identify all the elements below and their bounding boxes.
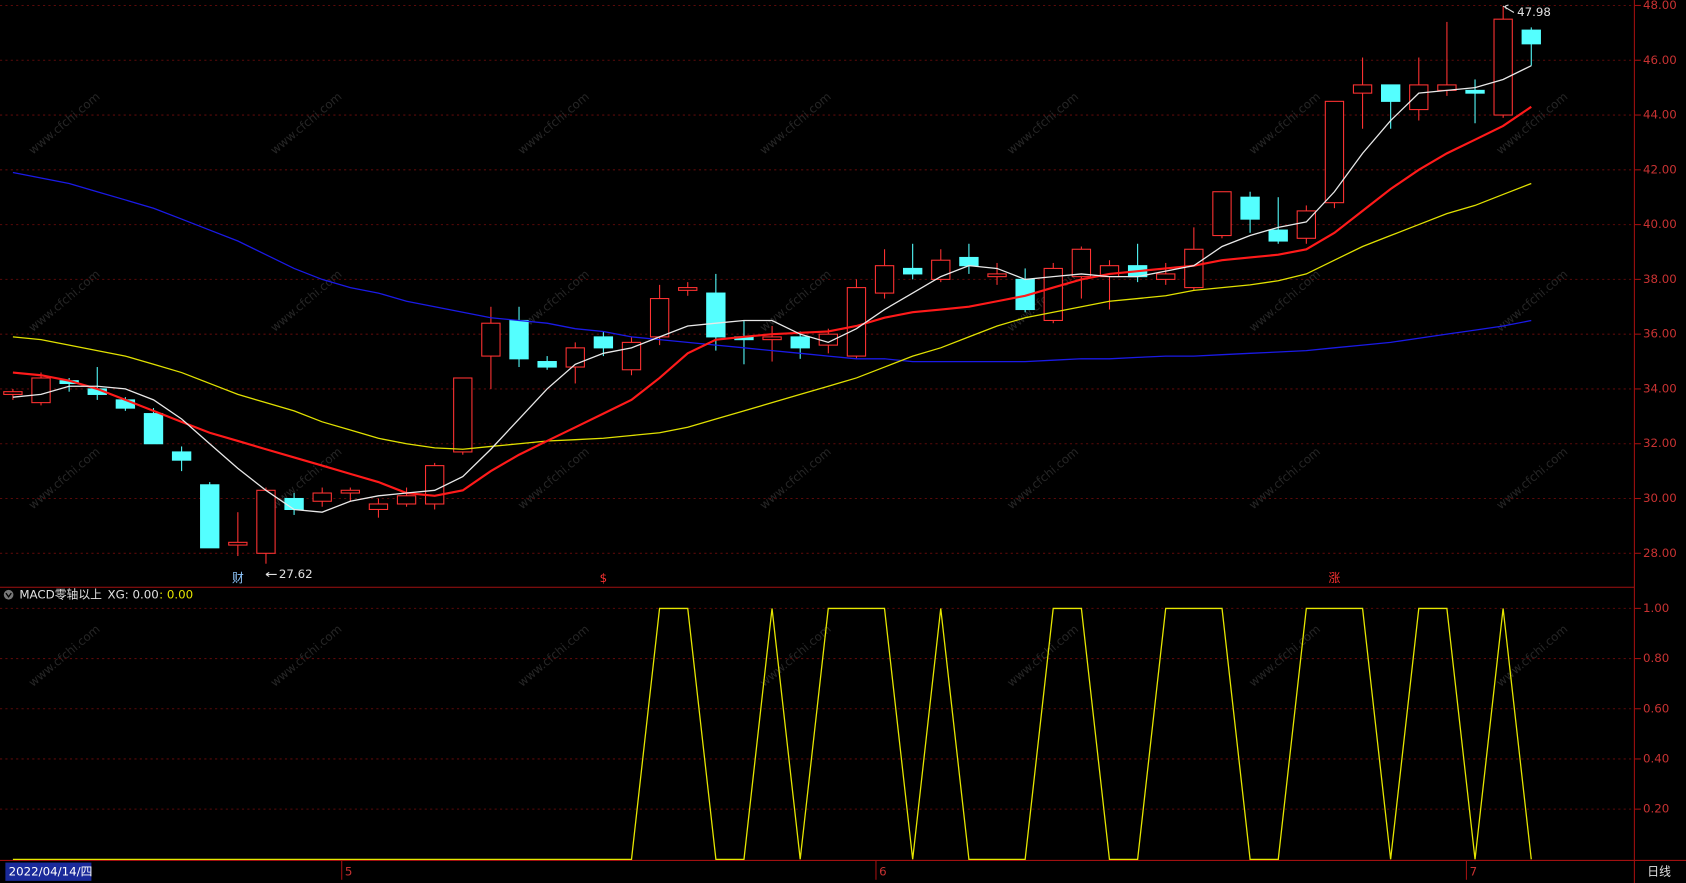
candle-body [340,489,360,494]
candle-body [959,256,979,267]
y-tick-label: 0.80 [1643,651,1669,665]
candle-body [481,322,501,357]
ma-line [12,65,1532,513]
y-tick-label: 28.00 [1643,546,1677,560]
candle-body [902,267,923,275]
y-tick-label: 46.00 [1643,53,1677,67]
annotation: 27.62 [279,567,313,581]
candle-body [368,503,389,511]
candle-body [312,492,332,502]
y-tick-label: 30.00 [1643,491,1677,505]
y-tick-label: 0.20 [1643,802,1669,816]
candle-body [1184,248,1204,289]
candle-body [1212,191,1232,237]
event-marker: $ [600,571,608,585]
y-tick-label: 0.40 [1643,751,1669,765]
candle-body [1043,267,1063,322]
candle-body [987,273,1007,278]
ma-line [12,105,1532,497]
event-marker: 涨 [1329,571,1341,585]
period-label[interactable]: 日线 [1647,865,1671,879]
y-tick-label: 32.00 [1643,436,1677,450]
y-tick-label: 34.00 [1643,381,1677,395]
candle-body [143,413,164,445]
candle-body [1268,229,1288,242]
x-tick-label: 6 [879,865,887,879]
y-tick-label: 44.00 [1643,108,1677,122]
date-highlight [5,862,92,881]
candle-body [537,361,557,368]
panel-icon[interactable] [3,589,14,600]
candle-body [621,341,642,371]
candle-body [1324,100,1345,204]
candle-body [256,489,276,554]
ma-line [12,182,1532,450]
candle-body [762,336,782,341]
candle-body [1381,84,1401,102]
x-tick-label: 7 [1470,865,1478,879]
candle-body [115,399,136,409]
candle-body [649,298,670,338]
ma-line [12,171,1532,363]
candle-body [396,495,417,505]
x-tick-label: 2022/04/14/四 [9,865,93,879]
candle-body [509,319,529,360]
annotation-arrow [1502,4,1515,13]
candle-body [1352,84,1373,94]
indicator-line [12,607,1532,860]
y-tick-label: 1.00 [1643,601,1669,615]
y-tick-label: 40.00 [1643,217,1677,231]
candle-body [874,265,895,294]
candle-body [228,541,248,546]
candle-body [171,451,192,461]
candle-body [846,287,867,357]
candle-body [1409,84,1429,111]
annotation: 47.98 [1517,5,1551,19]
candle-body [593,336,614,349]
annotation-arrow [265,571,277,578]
y-tick-label: 0.60 [1643,701,1669,715]
indicator-readout: XG: 0.00 [108,587,159,601]
y-tick-label: 36.00 [1643,327,1677,341]
candle-body [678,287,698,291]
y-tick-label: 48.00 [1643,0,1677,12]
candle-body [200,484,220,549]
candle-body [1493,18,1513,116]
y-tick-label: 38.00 [1643,272,1677,286]
candle-body [706,292,726,338]
candle-body [453,377,473,453]
candle-body [790,336,810,349]
candle-body [1240,196,1260,220]
candle-body [1071,248,1092,278]
x-tick-label: 5 [345,865,353,879]
indicator-title: MACD零轴以上 [19,587,102,601]
candle-body [1465,89,1485,94]
candle-body [1521,29,1541,45]
candle-body [31,377,51,404]
candle-body [424,465,445,505]
y-tick-label: 42.00 [1643,162,1677,176]
indicator-readout: : 0.00 [159,587,193,601]
candle-body [284,497,304,511]
candle-body [3,391,23,395]
event-marker: 财 [232,571,244,585]
candle-body [1156,273,1176,280]
panel-icon-glyph [5,592,12,599]
